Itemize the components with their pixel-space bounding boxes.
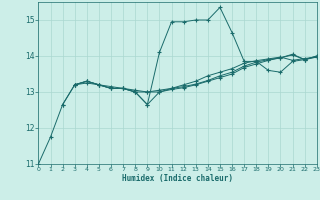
X-axis label: Humidex (Indice chaleur): Humidex (Indice chaleur) (122, 174, 233, 183)
